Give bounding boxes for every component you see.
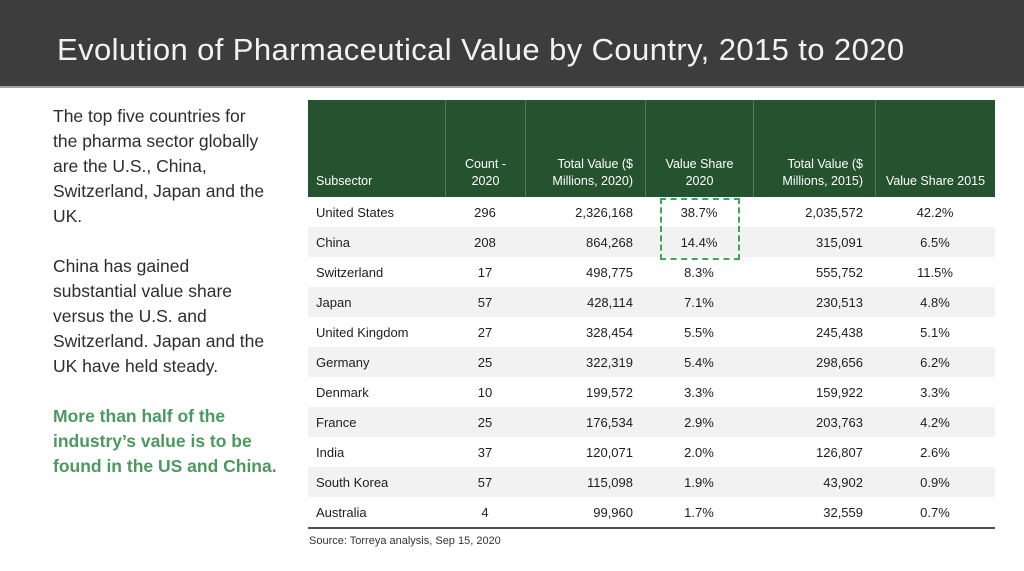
table-cell: 120,071 bbox=[586, 444, 633, 460]
table-cell: 57 bbox=[477, 474, 493, 490]
table-cell: 14.4% bbox=[680, 234, 718, 250]
table-cell: 3.3% bbox=[684, 384, 714, 400]
table-cell: 328,454 bbox=[586, 324, 633, 340]
table-cell: 38.7% bbox=[680, 204, 718, 220]
table-cell: 2.6% bbox=[920, 444, 950, 460]
table-row: United States 296 2,326,168 38.7% 2,035,572 4… bbox=[308, 197, 995, 227]
table-cell: 4 bbox=[481, 504, 489, 520]
table-row: India 37 120,071 2.0% 126,807 2.6% bbox=[308, 437, 995, 467]
table-cell: 1.9% bbox=[684, 474, 714, 490]
table-cell: 126,807 bbox=[816, 444, 863, 460]
table-row: United Kingdom 27 328,454 5.5% 245,438 5.1% bbox=[308, 317, 995, 347]
table-cell: 2,035,572 bbox=[805, 204, 863, 220]
table-row: France 25 176,534 2.9% 203,763 4.2% bbox=[308, 407, 995, 437]
table-cell: 298,656 bbox=[816, 354, 863, 370]
commentary-panel: The top five countries for the pharma se… bbox=[53, 104, 305, 504]
table-cell: Denmark bbox=[316, 384, 369, 400]
column-header-subsector: Subsector bbox=[316, 174, 373, 188]
table-cell: 2,326,168 bbox=[575, 204, 633, 220]
table-cell: 27 bbox=[477, 324, 493, 340]
table-cell: 4.8% bbox=[920, 294, 950, 310]
table-cell: 7.1% bbox=[684, 294, 714, 310]
table-cell: 428,114 bbox=[586, 294, 633, 310]
table-cell: 4.2% bbox=[920, 414, 950, 430]
page-title: Evolution of Pharmaceutical Value by Cou… bbox=[57, 32, 905, 67]
table-cell: South Korea bbox=[316, 474, 389, 490]
commentary-paragraph-1: The top five countries for the pharma se… bbox=[53, 106, 265, 226]
table-cell: 322,319 bbox=[586, 354, 633, 370]
table-cell: 245,438 bbox=[816, 324, 863, 340]
table-cell: 176,534 bbox=[586, 414, 633, 430]
source-note: Source: Torreya analysis, Sep 15, 2020 bbox=[309, 535, 501, 547]
table-row: Germany 25 322,319 5.4% 298,656 6.2% bbox=[308, 347, 995, 377]
table-body: United States 296 2,326,168 38.7% 2,035,572 4… bbox=[308, 197, 995, 529]
table-cell: 1.7% bbox=[684, 504, 714, 520]
column-header-count-2020: Count - 2020 bbox=[445, 100, 525, 197]
table-cell: 6.5% bbox=[920, 234, 950, 250]
table-cell: Switzerland bbox=[316, 264, 384, 280]
table-cell: 5.4% bbox=[684, 354, 714, 370]
table-cell: 3.3% bbox=[920, 384, 950, 400]
table-row: Japan 57 428,114 7.1% 230,513 4.8% bbox=[308, 287, 995, 317]
title-bar: Evolution of Pharmaceutical Value by Cou… bbox=[0, 0, 1024, 88]
table-cell: 208 bbox=[474, 234, 496, 250]
table-row: Switzerland 17 498,775 8.3% 555,752 11.5% bbox=[308, 257, 995, 287]
column-header-total-value-2020: Total Value ($ Millions, 2020) bbox=[525, 100, 645, 197]
table-cell: 296 bbox=[474, 204, 496, 220]
table-header-row: Subsector Count - 2020 Total Value ($ Mi… bbox=[308, 100, 995, 197]
table-cell: 498,775 bbox=[586, 264, 633, 280]
table-cell: 5.5% bbox=[684, 324, 714, 340]
table-cell: United Kingdom bbox=[316, 324, 409, 340]
table-cell: China bbox=[316, 234, 350, 250]
table-cell: 199,572 bbox=[586, 384, 633, 400]
table-cell: 203,763 bbox=[816, 414, 863, 430]
table-row: China 208 864,268 14.4% 315,091 6.5% bbox=[308, 227, 995, 257]
table-cell: 99,960 bbox=[593, 504, 633, 520]
table-cell: Germany bbox=[316, 354, 370, 370]
table-cell: 864,268 bbox=[586, 234, 633, 250]
table-cell: 17 bbox=[477, 264, 493, 280]
table-cell: 25 bbox=[477, 414, 493, 430]
table-cell: 8.3% bbox=[684, 264, 714, 280]
table-cell: 315,091 bbox=[816, 234, 863, 250]
table-cell: 0.7% bbox=[920, 504, 950, 520]
table-cell: 555,752 bbox=[816, 264, 863, 280]
table-cell: 115,098 bbox=[586, 474, 633, 490]
table-cell: 159,922 bbox=[816, 384, 863, 400]
table-cell: 6.2% bbox=[920, 354, 950, 370]
table-cell: 42.2% bbox=[916, 204, 954, 220]
table-cell: France bbox=[316, 414, 357, 430]
table-cell: 2.0% bbox=[684, 444, 714, 460]
table-cell: 230,513 bbox=[816, 294, 863, 310]
table-cell: Australia bbox=[316, 504, 367, 520]
commentary-paragraph-2: China has gained substantial value share… bbox=[53, 256, 265, 376]
table-cell: 0.9% bbox=[920, 474, 950, 490]
commentary-highlight: More than half of the industry’s value i… bbox=[53, 406, 277, 476]
table-cell: 25 bbox=[477, 354, 493, 370]
table-cell: 5.1% bbox=[920, 324, 950, 340]
column-header-total-value-2015: Total Value ($ Millions, 2015) bbox=[753, 100, 875, 197]
table-row: Australia 4 99,960 1.7% 32,559 0.7% bbox=[308, 497, 995, 527]
table-cell: India bbox=[316, 444, 345, 460]
table-cell: 10 bbox=[477, 384, 493, 400]
table-cell: 11.5% bbox=[917, 264, 953, 280]
data-table: Subsector Count - 2020 Total Value ($ Mi… bbox=[308, 100, 995, 547]
table-cell: 57 bbox=[477, 294, 493, 310]
table-cell: 2.9% bbox=[684, 414, 714, 430]
table-cell: 43,902 bbox=[823, 474, 863, 490]
table-row: South Korea 57 115,098 1.9% 43,902 0.9% bbox=[308, 467, 995, 497]
table-row: Denmark 10 199,572 3.3% 159,922 3.3% bbox=[308, 377, 995, 407]
table-cell: Japan bbox=[316, 294, 352, 310]
table-cell: 37 bbox=[477, 444, 493, 460]
table-cell: United States bbox=[316, 204, 395, 220]
column-header-value-share-2020: Value Share 2020 bbox=[645, 100, 753, 197]
column-header-value-share-2015: Value Share 2015 bbox=[875, 100, 995, 197]
table-cell: 32,559 bbox=[823, 504, 863, 520]
